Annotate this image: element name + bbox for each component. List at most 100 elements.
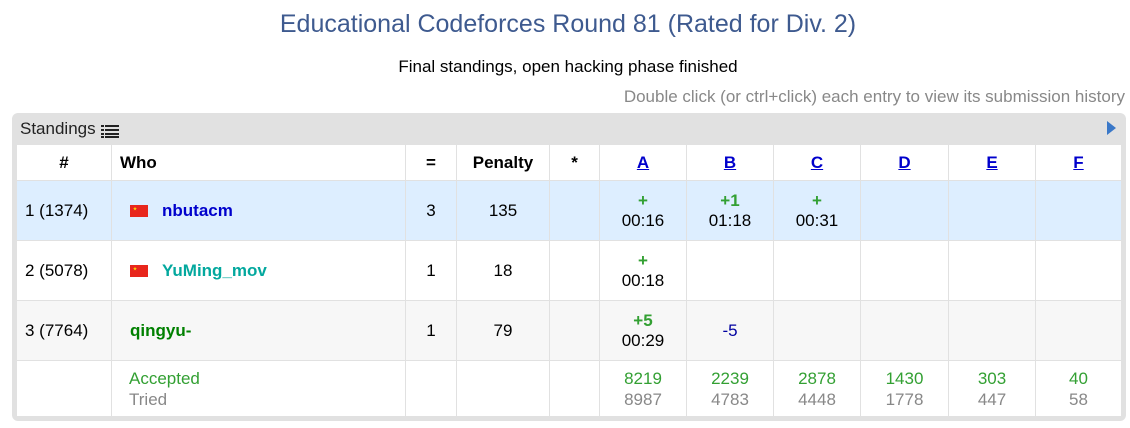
result: -5 <box>722 320 738 340</box>
problem-cell <box>948 300 1036 361</box>
who-cell: qingyu- <box>111 300 406 361</box>
penalty-cell: 18 <box>456 240 550 301</box>
who-cell: nbutacm <box>111 180 406 241</box>
standings-header: Standings <box>20 119 119 139</box>
header-problem-d: D <box>860 144 949 181</box>
header-rank: # <box>16 144 112 181</box>
tried-count: 447 <box>977 389 1007 409</box>
header-problem-e: E <box>948 144 1036 181</box>
problem-cell <box>773 300 861 361</box>
china-flag-icon <box>130 204 148 217</box>
stats-empty <box>16 360 112 417</box>
problem-cell[interactable]: +00:18 <box>599 240 687 301</box>
problem-cell <box>860 180 949 241</box>
tried-label: Tried <box>129 389 168 409</box>
stats-empty <box>405 360 457 417</box>
problem-e-link[interactable]: E <box>986 152 998 172</box>
problem-d-link[interactable]: D <box>898 152 911 172</box>
time: 00:31 <box>795 210 839 230</box>
result: + <box>638 250 648 270</box>
problem-cell <box>860 240 949 301</box>
standings-table: # Who = Penalty * A B C D E F 1 (1374) n… <box>16 144 1122 417</box>
tried-count: 4448 <box>798 389 836 409</box>
participant-handle[interactable]: nbutacm <box>162 200 233 220</box>
problem-cell <box>1035 300 1122 361</box>
solved-cell: 1 <box>405 300 457 361</box>
accepted-label: Accepted <box>129 368 200 388</box>
problem-cell[interactable]: +5 00:29 <box>599 300 687 361</box>
tried-count: 8987 <box>624 389 662 409</box>
list-icon[interactable] <box>100 123 119 138</box>
stat-cell: 40 58 <box>1035 360 1122 417</box>
problem-cell <box>686 240 774 301</box>
problem-cell[interactable]: +00:16 <box>599 180 687 241</box>
result: + <box>638 190 648 210</box>
header-who: Who <box>111 144 406 181</box>
result: + <box>812 190 822 210</box>
stats-label-cell: Accepted Tried <box>111 360 406 417</box>
header-problem-b: B <box>686 144 774 181</box>
solved-cell: 3 <box>405 180 457 241</box>
accepted-count: 8219 <box>624 368 662 388</box>
problem-cell <box>1035 240 1122 301</box>
problem-cell <box>1035 180 1122 241</box>
time: 01:18 <box>708 210 752 230</box>
accepted-count: 2239 <box>711 368 749 388</box>
tried-count: 4783 <box>711 389 749 409</box>
table-row[interactable]: 2 (5078) YuMing_mov 1 18 +00:18 <box>16 240 1122 301</box>
header-problem-c: C <box>773 144 861 181</box>
header-problem-a: A <box>599 144 687 181</box>
hacks-cell <box>549 240 600 301</box>
solved-cell: 1 <box>405 240 457 301</box>
hacks-cell <box>549 180 600 241</box>
header-row: # Who = Penalty * A B C D E F <box>16 144 1122 181</box>
accepted-count: 2878 <box>798 368 836 388</box>
stat-cell: 8219 8987 <box>599 360 687 417</box>
stats-empty <box>456 360 550 417</box>
problem-cell[interactable]: -5 <box>686 300 774 361</box>
arrow-right-icon[interactable] <box>1107 121 1116 135</box>
rank-cell: 1 (1374) <box>16 180 112 241</box>
time: 00:18 <box>621 270 665 290</box>
result: +5 <box>633 310 653 330</box>
problem-f-link[interactable]: F <box>1073 152 1084 172</box>
hacks-cell <box>549 300 600 361</box>
problem-cell <box>948 180 1036 241</box>
tried-count: 58 <box>1069 389 1088 409</box>
problem-cell[interactable]: +00:31 <box>773 180 861 241</box>
rank-cell: 2 (5078) <box>16 240 112 301</box>
who-cell: YuMing_mov <box>111 240 406 301</box>
problem-cell[interactable]: +1 01:18 <box>686 180 774 241</box>
accepted-count: 303 <box>977 368 1007 388</box>
contest-title: Educational Codeforces Round 81 (Rated f… <box>279 10 857 38</box>
problem-b-link[interactable]: B <box>723 152 737 172</box>
time: 00:29 <box>621 330 665 350</box>
header-solved: = <box>405 144 457 181</box>
tried-count: 1778 <box>885 389 924 409</box>
header-hacks: * <box>549 144 600 181</box>
problem-a-link[interactable]: A <box>636 152 650 172</box>
header-problem-f: F <box>1035 144 1122 181</box>
standings-panel: Standings <box>12 113 1126 421</box>
stats-row: Accepted Tried 8219 8987 2239 4783 2878 444… <box>16 360 1122 417</box>
problem-cell <box>773 240 861 301</box>
penalty-cell: 79 <box>456 300 550 361</box>
participant-handle[interactable]: qingyu- <box>130 320 192 340</box>
stat-cell: 1430 1778 <box>860 360 949 417</box>
stat-cell: 303 447 <box>948 360 1036 417</box>
table-row[interactable]: 3 (7764) qingyu- 1 79 +5 00:29 -5 <box>16 300 1122 361</box>
time: 00:16 <box>621 210 665 230</box>
accepted-count: 1430 <box>885 368 924 388</box>
accepted-count: 40 <box>1069 368 1088 388</box>
standings-hint: Double click (or ctrl+click) each entry … <box>623 87 1125 106</box>
result: +1 <box>720 190 740 210</box>
header-penalty: Penalty <box>456 144 550 181</box>
standings-label: Standings <box>20 119 96 138</box>
table-row[interactable]: 1 (1374) nbutacm 3 135 +00:16 +1 01:18 +0… <box>16 180 1122 241</box>
china-flag-icon <box>130 264 148 277</box>
participant-handle[interactable]: YuMing_mov <box>162 260 267 280</box>
problem-c-link[interactable]: C <box>810 152 824 172</box>
problem-cell <box>948 240 1036 301</box>
rank-cell: 3 (7764) <box>16 300 112 361</box>
stat-cell: 2239 4783 <box>686 360 774 417</box>
